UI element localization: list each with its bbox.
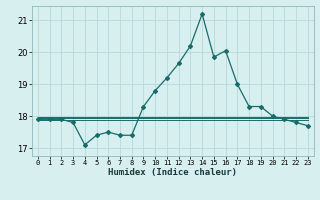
X-axis label: Humidex (Indice chaleur): Humidex (Indice chaleur) [108, 168, 237, 177]
